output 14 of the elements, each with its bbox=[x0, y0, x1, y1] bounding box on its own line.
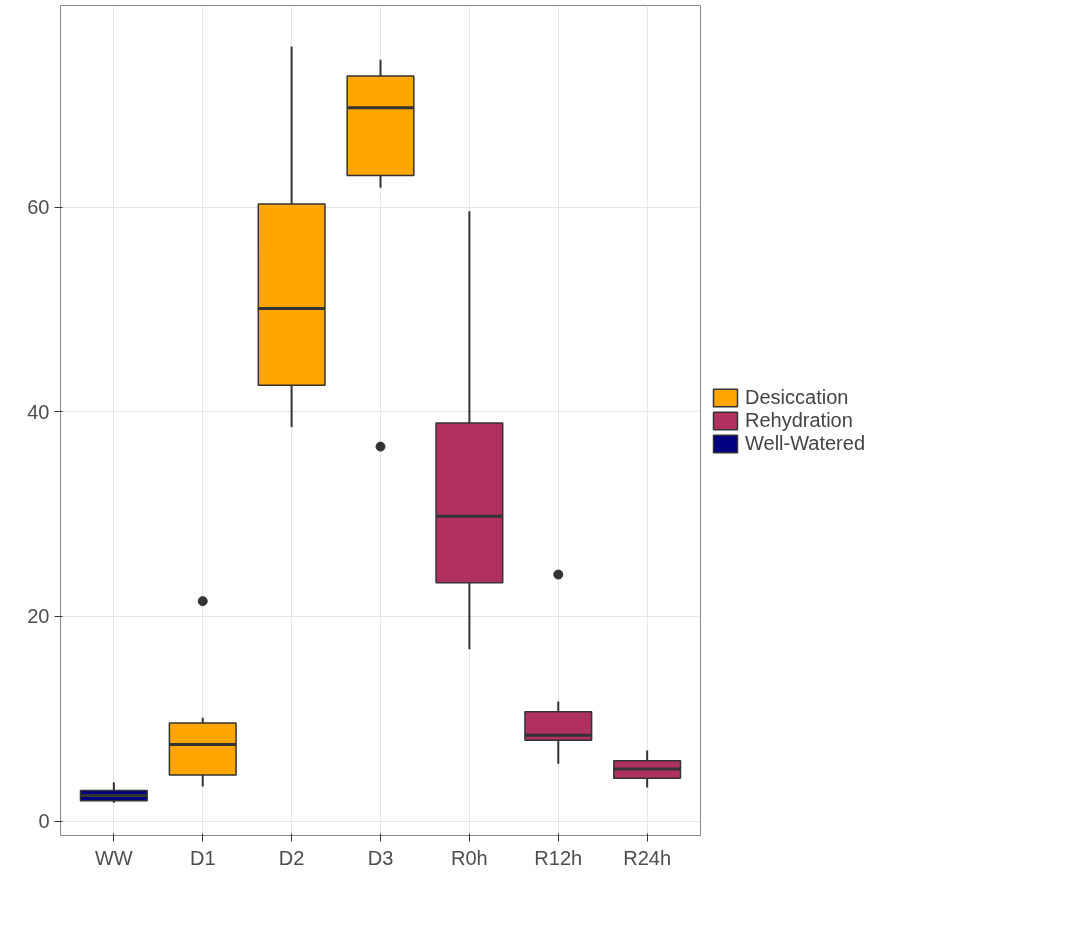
y-tick-label: 40 bbox=[27, 400, 50, 423]
x-tick-label: R12h bbox=[534, 846, 583, 869]
legend-label: Rehydration bbox=[745, 408, 853, 432]
x-tick-label: R24h bbox=[623, 846, 672, 869]
x-tick-label: R0h bbox=[451, 846, 488, 869]
x-tick-label: WW bbox=[94, 846, 133, 869]
x-tick-label: D1 bbox=[189, 846, 216, 869]
legend-label: Desiccation bbox=[745, 385, 849, 409]
y-tick-label: 60 bbox=[27, 196, 50, 219]
x-tick-label: D3 bbox=[367, 846, 394, 869]
x-tick-label: D2 bbox=[278, 846, 305, 869]
y-tick-label: 0 bbox=[38, 810, 50, 833]
y-tick-label: 20 bbox=[27, 605, 50, 628]
legend-label: Well-Watered bbox=[745, 431, 866, 455]
